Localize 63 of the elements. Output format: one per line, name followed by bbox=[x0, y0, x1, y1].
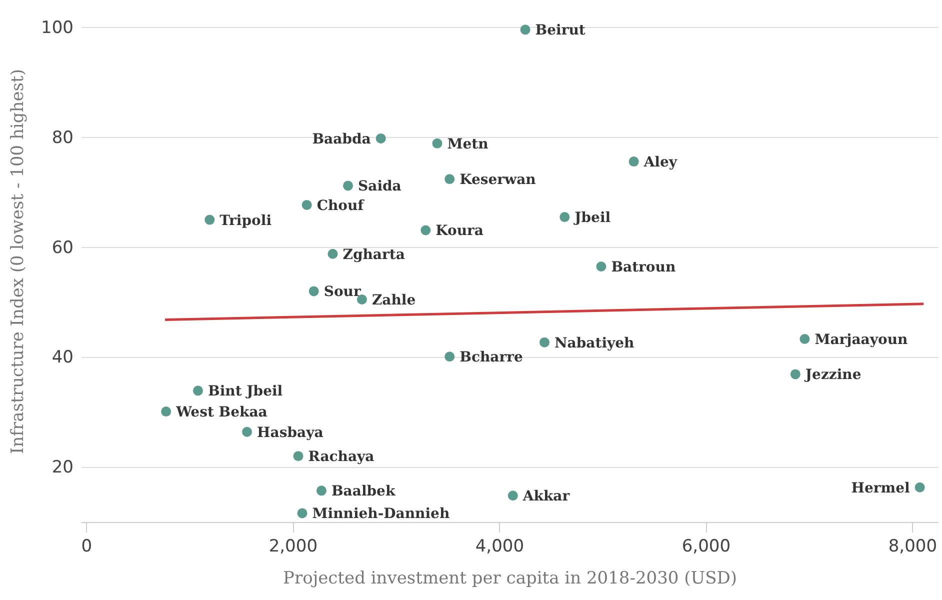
annotation: Hasbaya bbox=[257, 424, 324, 441]
point bbox=[293, 451, 304, 462]
annotation: Saida bbox=[358, 178, 402, 195]
point bbox=[790, 369, 800, 380]
y-tick-label: 40 bbox=[52, 348, 74, 368]
x-tick-label: 4,000 bbox=[475, 536, 524, 556]
annotation: Zahle bbox=[372, 292, 416, 308]
x-tick-label: 6,000 bbox=[682, 536, 731, 556]
point bbox=[302, 200, 312, 210]
annotation: Jbeil bbox=[572, 210, 611, 226]
point bbox=[297, 508, 308, 518]
annotation: Bint Jbeil bbox=[208, 384, 283, 400]
point bbox=[420, 225, 431, 236]
point bbox=[444, 352, 455, 362]
annotation: Keserwan bbox=[460, 172, 536, 188]
annotation: Batroun bbox=[611, 259, 676, 276]
annotation: Rachaya bbox=[308, 449, 374, 466]
point bbox=[800, 334, 810, 344]
point bbox=[316, 486, 326, 496]
annotation: Beirut bbox=[535, 22, 586, 39]
x-tick-label: 2,000 bbox=[268, 536, 318, 556]
point bbox=[540, 337, 550, 348]
annotation: West Bekaa bbox=[175, 404, 268, 421]
point bbox=[444, 174, 455, 184]
point bbox=[560, 212, 570, 222]
annotation: Bcharre bbox=[460, 350, 523, 366]
annotation: Hermel bbox=[851, 480, 910, 496]
annotation: Koura bbox=[436, 223, 484, 240]
annotation: Sour bbox=[324, 284, 362, 300]
x-tick-label: 0 bbox=[81, 536, 92, 556]
point bbox=[376, 133, 386, 144]
point bbox=[343, 180, 354, 191]
annotation: Akkar bbox=[522, 488, 570, 505]
annotation: Metn bbox=[447, 136, 488, 152]
point bbox=[520, 24, 530, 35]
point bbox=[161, 406, 172, 417]
point bbox=[596, 262, 606, 272]
point bbox=[308, 286, 319, 296]
annotation: Nabatiyeh bbox=[554, 335, 634, 352]
y-tick-label: 20 bbox=[52, 458, 74, 478]
point bbox=[914, 482, 925, 492]
annotation: Aley bbox=[642, 154, 678, 171]
annotation: Marjaayoun bbox=[814, 332, 908, 348]
point bbox=[204, 214, 215, 225]
y-tick-label: 100 bbox=[41, 18, 74, 38]
point bbox=[508, 490, 518, 501]
y-tick-label: 80 bbox=[52, 128, 74, 148]
point bbox=[242, 426, 252, 437]
annotation: Zgharta bbox=[342, 246, 405, 263]
point bbox=[192, 386, 203, 396]
point bbox=[432, 138, 442, 148]
point bbox=[628, 156, 639, 167]
annotation: Tripoli bbox=[220, 212, 272, 229]
annotation: Baabda bbox=[312, 131, 371, 148]
point bbox=[328, 248, 338, 259]
annotation: Baalbek bbox=[331, 484, 396, 500]
x-axis-title: Projected investment per capita in 2018-2030 (USD) bbox=[283, 568, 737, 588]
x-tick-label: 8,000 bbox=[888, 536, 938, 556]
annotation: Minnieh-Dannieh bbox=[312, 506, 450, 522]
annotation: Jezzine bbox=[803, 367, 862, 384]
y-tick-label: 60 bbox=[52, 238, 74, 258]
y-axis-title: Infrastructure Index (0 lowest - 100 highest) bbox=[8, 69, 28, 454]
annotation: Chouf bbox=[316, 198, 365, 214]
